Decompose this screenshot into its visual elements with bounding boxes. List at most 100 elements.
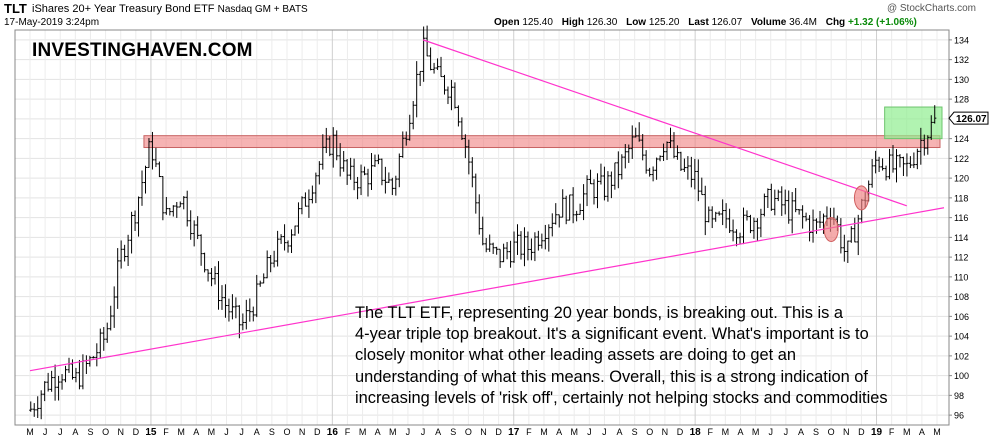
x-tick-label: O — [283, 427, 290, 437]
x-tick-label: O — [102, 427, 109, 437]
plot-frame — [14, 29, 950, 426]
x-tick-label: M — [903, 427, 911, 437]
x-tick-label: A — [375, 427, 381, 437]
price-bars — [29, 25, 937, 420]
x-tick-label: 16 — [327, 427, 339, 438]
x-tick-label: S — [450, 427, 456, 437]
x-tick-label: M — [26, 427, 34, 437]
fund-name: iShares 20+ Year Treasury Bond ETF Nasda… — [32, 3, 308, 15]
commentary-line: closely monitor what other leading asset… — [355, 346, 796, 365]
x-tick-label: A — [193, 427, 199, 437]
y-tick-label: 134 — [954, 35, 969, 45]
x-tick-label: M — [540, 427, 548, 437]
copyright-link[interactable]: @ StockCharts.com — [886, 3, 976, 14]
y-tick-label: 112 — [954, 253, 968, 263]
resistance-trendline — [422, 39, 907, 207]
commentary-line: understanding of what this means. Overal… — [355, 367, 868, 386]
y-tick-label: 102 — [954, 351, 969, 361]
x-tick-label: F — [163, 427, 169, 437]
annotation-bands — [143, 106, 943, 149]
x-tick-label: J — [43, 427, 48, 437]
y-tick-label: 114 — [954, 233, 968, 243]
x-tick-label: M — [208, 427, 216, 437]
commentary-line: The TLT ETF, representing 20 year bonds,… — [355, 304, 844, 322]
y-tick-label: 130 — [954, 75, 969, 85]
y-tick-label: 118 — [954, 193, 968, 203]
x-tick-label: F — [889, 427, 895, 437]
y-tick-label: 128 — [954, 95, 969, 105]
x-tick-label: N — [117, 427, 124, 437]
x-tick-label: M — [389, 427, 397, 437]
x-tick-label: 19 — [871, 427, 883, 438]
x-tick-label: J — [768, 427, 773, 437]
x-tick-label: D — [677, 427, 684, 437]
support-trendline — [29, 207, 945, 372]
highlight-circle — [823, 216, 839, 242]
x-tick-label: O — [828, 427, 835, 437]
commentary-text: The TLT ETF, representing 20 year bonds,… — [355, 303, 945, 409]
last-price-badge — [948, 111, 989, 125]
x-tick-label: O — [465, 427, 472, 437]
x-tick-label: S — [632, 427, 638, 437]
brand-watermark: INVESTINGHAVEN.COM — [32, 40, 253, 61]
ticker-symbol: TLT — [4, 1, 27, 16]
x-tick-label: A — [798, 427, 804, 437]
y-tick-label: 122 — [954, 154, 969, 164]
x-tick-label: 17 — [508, 427, 520, 438]
x-tick-label: D — [133, 427, 140, 437]
x-tick-label: F — [708, 427, 714, 437]
x-tick-label: J — [239, 427, 244, 437]
x-tick-label: D — [495, 427, 502, 437]
x-tick-label: J — [58, 427, 63, 437]
x-tick-label: J — [421, 427, 426, 437]
y-tick-label: 124 — [954, 134, 969, 144]
x-tick-label: A — [435, 427, 441, 437]
y-tick-label: 116 — [954, 213, 968, 223]
y-tick-label: 106 — [954, 312, 969, 322]
x-tick-label: J — [224, 427, 229, 437]
x-tick-label: S — [269, 427, 275, 437]
y-tick-label: 110 — [954, 272, 968, 282]
chart-header: TLT iShares 20+ Year Treasury Bond ETF N… — [0, 0, 990, 30]
x-tick-label: N — [843, 427, 850, 437]
x-tick-label: M — [933, 427, 941, 437]
change-value: +1.32 (+1.06%) — [847, 17, 917, 28]
x-axis: M J J A S O N D 15 F M A M J J A S O N D 16 F M A M J J A S O N D 17 F M A M… — [26, 427, 941, 438]
y-axis: 96 98 100 102 104 106 108 110 112 114 116 118 120 122… — [949, 35, 969, 421]
x-tick-label: M — [359, 427, 367, 437]
x-tick-label: J — [784, 427, 789, 437]
x-tick-label: M — [722, 427, 730, 437]
y-tick-label: 96 — [954, 411, 964, 421]
last-price-label: 126.07 — [956, 114, 987, 125]
y-tick-label: 104 — [954, 332, 969, 342]
x-tick-label: A — [556, 427, 562, 437]
x-tick-label: A — [617, 427, 623, 437]
x-tick-label: 15 — [145, 427, 157, 438]
x-tick-label: F — [526, 427, 532, 437]
x-tick-label: N — [480, 427, 487, 437]
trendlines — [29, 39, 945, 372]
annotation-circles — [823, 185, 869, 242]
y-tick-label: 100 — [954, 371, 969, 381]
x-tick-label: J — [406, 427, 411, 437]
commentary-line: increasing levels of 'risk off', certain… — [355, 388, 888, 407]
chart-datetime: 17-May-2019 3:24pm — [4, 17, 100, 28]
exchange-label: Nasdaq GM + BATS — [217, 4, 308, 15]
resistance-band — [143, 135, 941, 149]
x-tick-label: S — [87, 427, 93, 437]
price-stats: Open 125.40 High 126.30 Low 125.20 Last … — [494, 17, 917, 28]
last-price-marker: 126.07 — [948, 111, 989, 125]
y-tick-label: 120 — [954, 174, 969, 184]
x-tick-label: 18 — [690, 427, 702, 438]
x-tick-label: A — [72, 427, 78, 437]
x-tick-label: D — [858, 427, 865, 437]
x-tick-label: M — [570, 427, 578, 437]
x-tick-label: J — [602, 427, 607, 437]
commentary-line: 4-year triple top breakout. It's a signi… — [355, 325, 869, 344]
x-tick-label: F — [345, 427, 351, 437]
x-tick-label: S — [813, 427, 819, 437]
x-tick-label: J — [587, 427, 592, 437]
y-tick-label: 108 — [954, 292, 969, 302]
x-tick-label: N — [299, 427, 306, 437]
